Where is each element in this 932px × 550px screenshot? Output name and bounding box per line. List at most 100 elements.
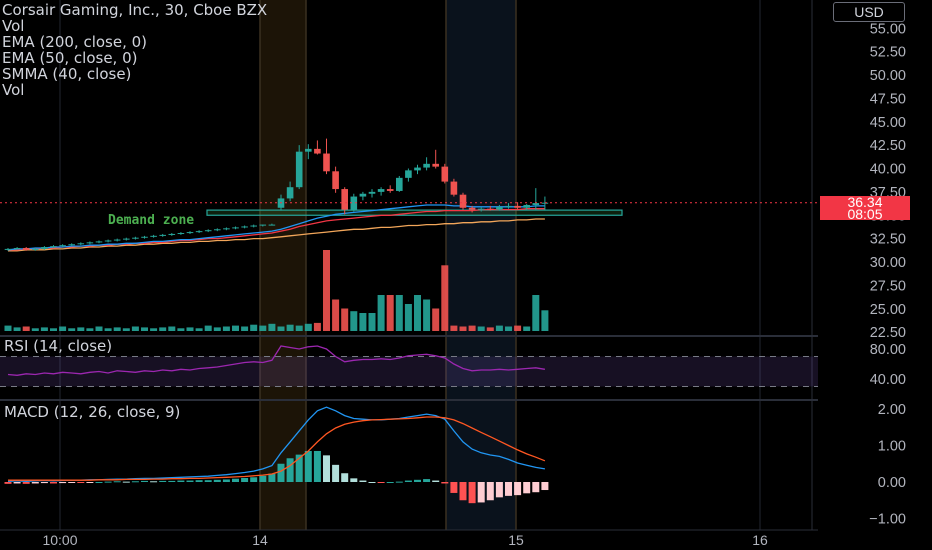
macd-histogram-bar <box>377 482 385 483</box>
price-axis-label: 25.00 <box>870 302 906 318</box>
price-axis-label: 50.00 <box>870 68 906 84</box>
volume-bar <box>414 295 421 331</box>
volume-bar <box>495 325 503 331</box>
time-axis-label: 15 <box>508 532 524 548</box>
candle-body <box>4 248 12 250</box>
macd-histogram-bar <box>332 464 340 482</box>
macd-histogram-bar <box>350 478 358 482</box>
macd-histogram-bar <box>532 482 540 493</box>
candle-body <box>250 225 257 227</box>
candle-body <box>214 229 221 231</box>
candle-body <box>368 191 376 194</box>
price-axis-label: 27.50 <box>870 278 906 294</box>
candle-body <box>68 244 75 246</box>
macd-histogram-bar <box>195 480 203 482</box>
candle-body <box>150 235 157 237</box>
volume-bar <box>332 299 340 331</box>
macd-histogram-bar <box>277 463 285 482</box>
macd-histogram-bar <box>241 477 249 482</box>
volume-bar <box>514 325 522 331</box>
volume-bar <box>532 295 540 331</box>
candle-body <box>496 206 503 210</box>
volume-bar <box>350 311 358 331</box>
volume-bar <box>432 308 440 331</box>
rsi-title: RSI (14, close) <box>4 337 113 355</box>
volume-bar <box>268 323 276 331</box>
candle-body <box>186 232 194 234</box>
price-axis-label: 55.00 <box>870 21 906 37</box>
volume-bar <box>323 250 330 331</box>
candle-body <box>541 202 549 204</box>
macd-histogram-bar <box>523 482 531 494</box>
macd-histogram-bar <box>414 479 421 482</box>
macd-histogram-bar <box>432 480 440 482</box>
volume-bar <box>50 328 57 331</box>
macd-histogram-bar <box>86 482 94 483</box>
volume-bar <box>450 325 458 331</box>
macd-title: MACD (12, 26, close, 9) <box>4 403 181 421</box>
candle-body <box>41 247 48 249</box>
macd-axis-label: 1.00 <box>878 439 906 455</box>
volume-bar <box>31 328 39 331</box>
candle-body <box>314 148 321 154</box>
macd-axis-label: 0.00 <box>878 475 906 491</box>
smma-line <box>7 204 545 251</box>
candle-body <box>286 187 294 199</box>
macd-histogram-bar <box>313 450 321 482</box>
legend-line: Vol <box>2 81 25 99</box>
volume-bar <box>95 326 103 331</box>
signal-line <box>8 416 546 481</box>
candle-body <box>386 189 394 191</box>
volume-bar <box>86 328 94 331</box>
candle-body <box>86 242 94 244</box>
macd-histogram-bar <box>541 482 549 491</box>
volume-bar <box>195 328 203 331</box>
volume-bar <box>441 265 449 331</box>
macd-histogram-bar <box>304 450 312 482</box>
candle-body <box>195 231 203 233</box>
candle-body <box>141 236 148 238</box>
volume-bar <box>395 295 403 331</box>
macd-histogram-bar <box>204 480 212 482</box>
volume-bar <box>477 326 485 331</box>
volume-bar <box>541 310 549 331</box>
countdown-timer: 08:05 <box>847 206 883 222</box>
legend-line: EMA (200, close, 0) <box>2 33 148 51</box>
volume-bar <box>131 326 139 331</box>
macd-histogram-bar <box>295 454 303 482</box>
time-axis-label: 10:00 <box>42 532 77 548</box>
demand-zone-label: Demand zone <box>108 213 194 228</box>
volume-bar <box>377 295 385 331</box>
candle-body <box>59 245 66 247</box>
volume-bar <box>250 324 258 331</box>
macd-histogram-bar <box>268 473 276 482</box>
macd-histogram-bar <box>95 482 103 483</box>
price-axis-label: 45.00 <box>870 115 906 131</box>
candle-body <box>104 240 112 242</box>
volume-bar <box>505 326 512 331</box>
volume-bar <box>77 327 85 331</box>
candle-body <box>50 246 57 248</box>
price-axis-label: 47.50 <box>870 91 906 107</box>
macd-histogram-bar <box>423 479 431 482</box>
volume-bar <box>186 327 194 331</box>
macd-histogram-bar <box>31 482 39 484</box>
candle-body <box>168 233 176 235</box>
price-axis-label: 40.00 <box>870 162 906 178</box>
price-axis-label: 30.00 <box>870 255 906 271</box>
macd-histogram-bar <box>113 481 121 483</box>
currency-button[interactable]: USD <box>833 2 905 22</box>
candle-body <box>450 181 458 195</box>
candle-body <box>77 243 85 245</box>
candle-body <box>223 228 230 230</box>
candle-body <box>113 239 121 241</box>
macd-histogram-bar <box>68 482 76 483</box>
rsi-axis-label: 40.00 <box>870 372 906 388</box>
candle-body <box>204 230 212 232</box>
volume-bar <box>313 322 321 331</box>
candle-body <box>441 166 449 182</box>
volume-bar <box>22 326 30 331</box>
macd-histogram-bar <box>495 482 503 498</box>
macd-histogram-bar <box>468 482 476 504</box>
